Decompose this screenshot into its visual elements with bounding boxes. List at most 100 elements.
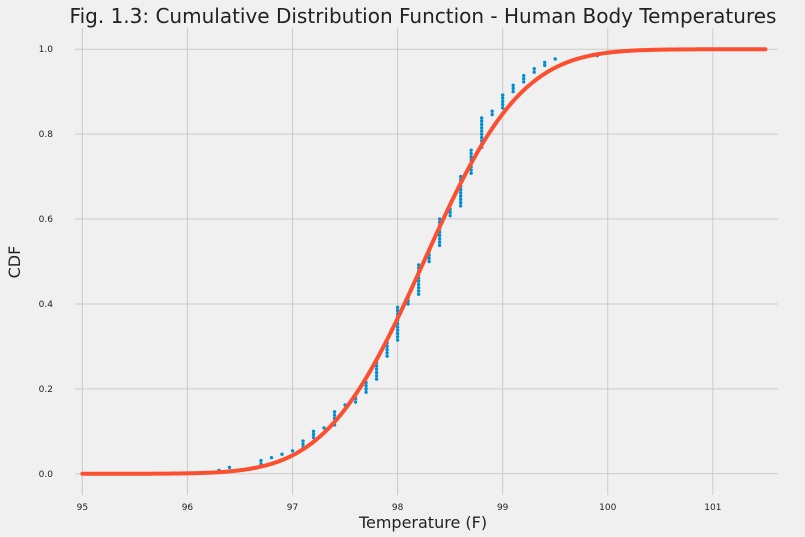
data-point	[290, 449, 295, 453]
data-point	[458, 191, 463, 195]
data-point	[259, 458, 263, 463]
data-point	[322, 426, 326, 430]
y-tick-label: 0.6	[39, 215, 54, 225]
data-point	[543, 60, 547, 65]
data-point	[532, 67, 536, 71]
data-point	[269, 455, 274, 460]
data-point	[437, 240, 442, 244]
data-point	[532, 70, 536, 74]
data-point	[395, 305, 400, 310]
x-tick-label: 99	[497, 503, 509, 513]
x-axis-label: Temperature (F)	[358, 513, 487, 532]
data-point	[374, 370, 379, 375]
data-point	[522, 80, 526, 84]
x-tick-label: 95	[77, 503, 88, 513]
data-point	[280, 452, 284, 456]
data-point	[311, 435, 316, 440]
data-point	[406, 302, 410, 306]
tick-labels: 95 96 97 98 99 100 101 0.0 0.2 0.4 0.6 0.8 1.0	[39, 45, 722, 513]
data-point	[364, 387, 368, 391]
data-point	[511, 83, 515, 88]
data-point	[364, 390, 368, 394]
y-tick-label: 1.0	[39, 45, 54, 55]
data-point	[374, 367, 379, 371]
data-point	[332, 410, 337, 414]
data-point	[448, 213, 452, 218]
data-point	[385, 351, 389, 355]
data-point	[374, 377, 379, 381]
data-point	[469, 148, 473, 152]
data-point	[479, 126, 484, 130]
data-point	[395, 328, 400, 332]
x-tick-label: 101	[704, 503, 721, 513]
y-tick-label: 0.4	[39, 300, 54, 310]
data-point	[522, 77, 526, 81]
data-point	[395, 331, 400, 336]
data-point	[311, 432, 316, 437]
data-point	[490, 112, 494, 117]
data-point	[385, 347, 389, 352]
x-tick-label: 98	[392, 503, 404, 513]
y-tick-label: 0.8	[39, 130, 54, 140]
data-point	[500, 102, 505, 107]
data-point	[543, 63, 547, 68]
x-tick-label: 96	[182, 503, 194, 513]
data-point	[448, 210, 452, 215]
x-tick-label: 97	[287, 503, 298, 513]
data-point	[479, 135, 484, 140]
data-point	[479, 129, 484, 133]
empirical-cdf-points	[217, 47, 694, 473]
data-point	[395, 325, 400, 329]
data-point	[416, 289, 421, 293]
data-point	[458, 194, 463, 198]
data-point	[301, 442, 305, 446]
data-point	[437, 217, 442, 221]
grid	[75, 28, 778, 495]
data-point	[385, 354, 389, 358]
data-point	[500, 106, 505, 110]
data-point	[311, 429, 316, 434]
data-point	[479, 132, 484, 136]
data-point	[427, 256, 431, 260]
data-point	[469, 151, 473, 156]
data-point	[427, 259, 431, 264]
y-axis-label: CDF	[5, 246, 24, 279]
data-point	[500, 99, 505, 104]
data-point	[416, 282, 421, 287]
theoretical-cdf-curve	[80, 47, 768, 476]
y-tick-label: 0.2	[39, 385, 53, 395]
data-point	[395, 308, 400, 313]
chart-title: Fig. 1.3: Cumulative Distribution Functi…	[70, 4, 777, 28]
data-point	[553, 57, 557, 61]
data-point	[301, 439, 305, 443]
data-point	[416, 292, 421, 296]
y-tick-label: 0.0	[39, 470, 54, 480]
data-point	[479, 122, 484, 127]
data-point	[458, 200, 463, 205]
data-point	[437, 237, 442, 241]
data-point	[522, 73, 526, 78]
data-point	[416, 263, 421, 267]
data-point	[416, 279, 421, 283]
data-point	[437, 243, 442, 248]
x-tick-label: 100	[599, 503, 616, 513]
cdf-curve-line	[80, 47, 768, 476]
data-point	[469, 171, 473, 175]
data-point	[374, 374, 379, 378]
data-point	[395, 335, 400, 339]
data-point	[479, 116, 484, 120]
data-point	[458, 204, 463, 208]
data-point	[500, 96, 505, 100]
data-point	[469, 155, 473, 159]
data-point	[227, 465, 232, 470]
data-point	[479, 119, 484, 123]
data-point	[416, 285, 421, 290]
data-point	[353, 400, 358, 404]
data-point	[437, 233, 442, 238]
data-point	[364, 384, 368, 388]
data-point	[500, 93, 505, 97]
data-point	[458, 197, 463, 202]
data-point	[332, 413, 337, 417]
